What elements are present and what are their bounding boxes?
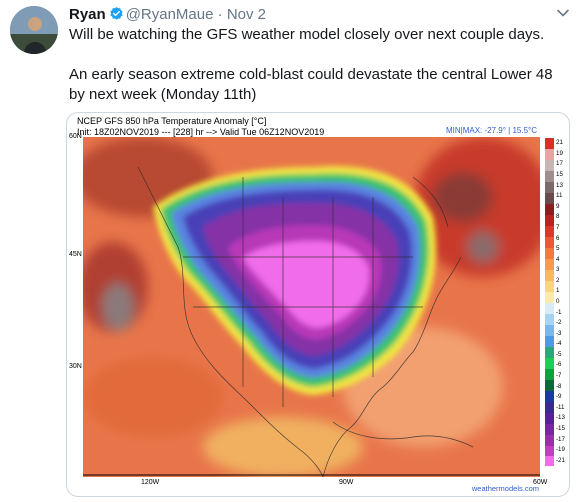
colorbar-label: 5 [556,245,560,253]
colorbar [545,138,554,466]
colorbar-label: -7 [556,372,562,380]
colorbar-label: -8 [556,382,562,390]
colorbar-label: -13 [556,414,565,422]
lon-label-90w: 90W [339,479,354,486]
avatar[interactable] [10,6,58,54]
lat-label-45n: 45N [69,251,82,258]
colorbar-label: -17 [556,435,565,443]
colorbar-label: 19 [556,149,563,157]
colorbar-label: -4 [556,340,562,348]
colorbar-label: -19 [556,446,565,454]
map-title: NCEP GFS 850 hPa Temperature Anomaly [°C… [77,116,324,138]
colorbar-label: 3 [556,266,560,274]
lon-label-120w: 120W [141,479,160,486]
colorbar-label: -11 [556,403,565,411]
map-title-line1: NCEP GFS 850 hPa Temperature Anomaly [°C… [77,116,267,126]
colorbar-label: -5 [556,350,562,358]
tweet-date[interactable]: Nov 2 [226,6,266,23]
tweet-header: Ryan @RyanMaue · Nov 2 [69,5,266,25]
colorbar-label: 8 [556,213,560,221]
tweet-text-line1: Will be watching the GFS weather model c… [69,26,545,43]
colorbar-label: -9 [556,393,562,401]
colorbar-label: 1 [556,287,560,295]
colorbar-label: 15 [556,171,563,179]
map-title-line2: Init: 18Z02NOV2019 --- [228] hr --> Vali… [77,127,325,137]
verified-badge-icon [110,6,123,20]
map-credit: weathermodels.com [471,484,539,493]
chevron-down-icon[interactable] [556,6,570,20]
temperature-anomaly-map [83,137,540,477]
lat-label-30n: 30N [69,363,82,370]
map-minmax: MIN|MAX: -27.9° | 15.5°C [445,126,537,135]
lat-label-60n: 60N [69,133,82,140]
tweet-text-line2: An early season extreme cold-blast could… [69,66,553,103]
colorbar-label: 13 [556,181,563,189]
colorbar-labels: 21 19 17 15 13 11 9 8 7 6 5 4 3 2 1 0 -1 -2 -3 -4 -5 -6 -7 -8 -9… [556,138,569,466]
colorbar-label: -6 [556,361,562,369]
colorbar-label: -3 [556,329,562,337]
colorbar-label: 6 [556,234,560,242]
colorbar-label: -2 [556,319,562,327]
colorbar-label: 9 [556,202,560,210]
colorbar-label: -15 [556,424,565,432]
separator-dot: · [217,6,223,23]
colorbar-label: 2 [556,276,560,284]
colorbar-label: 7 [556,223,560,231]
colorbar-label: -1 [556,308,562,316]
author-handle[interactable]: @RyanMaue [125,6,214,23]
colorbar-label: 11 [556,192,563,200]
colorbar-label: 4 [556,255,560,263]
colorbar-label: 17 [556,160,563,168]
colorbar-label: 21 [556,139,563,147]
author-name[interactable]: Ryan [69,6,106,23]
colorbar-label: 0 [556,298,560,305]
lon-label-60w: 60W [533,479,548,486]
colorbar-label: -21 [556,456,565,464]
map-image-card[interactable]: NCEP GFS 850 hPa Temperature Anomaly [°C… [66,112,570,497]
tweet-text: Will be watching the GFS weather model c… [69,25,569,105]
